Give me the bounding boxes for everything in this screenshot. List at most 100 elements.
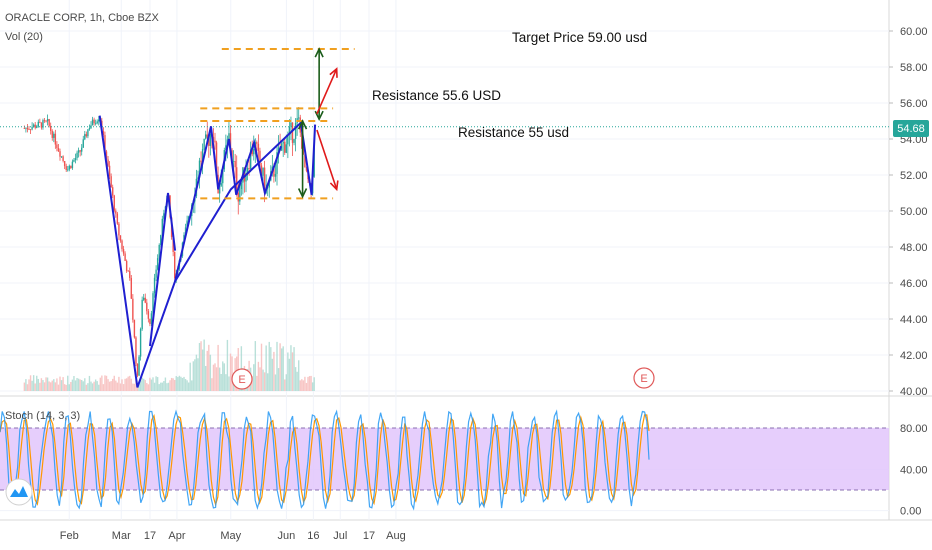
- volume-bar: [71, 379, 74, 391]
- volume-bar: [259, 367, 261, 391]
- volume-bar: [102, 384, 105, 391]
- volume-bar: [263, 372, 266, 391]
- volume-bar: [29, 375, 32, 391]
- candle-body: [115, 210, 117, 214]
- candle-body: [70, 165, 72, 169]
- candlesticks: [0, 107, 889, 378]
- volume-bar: [208, 344, 210, 391]
- candle-body: [136, 363, 139, 376]
- candle-body: [150, 313, 153, 324]
- candle-body: [209, 133, 212, 146]
- candle-body: [260, 165, 263, 176]
- pattern-overlay: [98, 47, 355, 388]
- candle-body: [73, 160, 75, 162]
- earnings-marker-mar[interactable]: E: [231, 368, 253, 390]
- volume-bar: [257, 361, 260, 391]
- tradingview-logo[interactable]: [5, 478, 33, 506]
- volume-bar: [279, 343, 281, 391]
- volume-bar: [205, 365, 207, 391]
- volume-bar: [40, 378, 43, 391]
- candle-body: [251, 149, 253, 155]
- candle-body: [127, 270, 129, 272]
- volume-bar: [56, 378, 58, 391]
- candle-body: [71, 161, 74, 169]
- volume-bar: [36, 375, 38, 391]
- candle-body: [94, 123, 97, 125]
- volume-bar: [305, 382, 308, 391]
- candle-body: [113, 195, 115, 211]
- volume-bar: [76, 377, 78, 391]
- volume-bar: [270, 347, 272, 391]
- volume-bar: [265, 345, 267, 391]
- candle-body: [218, 185, 221, 194]
- candle-body: [305, 167, 308, 171]
- volume-bar: [299, 380, 301, 391]
- volume-bar: [93, 381, 95, 391]
- volume-bar: [121, 379, 123, 391]
- candle-body: [282, 141, 284, 144]
- candle-body: [146, 302, 148, 312]
- volume-label: Vol (20): [5, 31, 43, 43]
- volume-bar: [132, 383, 134, 391]
- tradingview-logo-bg: [5, 478, 33, 506]
- volume-bar: [251, 376, 253, 391]
- volume-bar: [253, 364, 255, 391]
- volume-bar: [87, 383, 89, 391]
- pattern-line-zigzag: [174, 126, 282, 282]
- volume-bar: [141, 377, 143, 391]
- volume-bar: [84, 378, 86, 391]
- volume-bar: [74, 380, 77, 391]
- candle-body: [32, 124, 35, 127]
- volume-bar: [222, 361, 224, 391]
- candle-body: [197, 177, 199, 179]
- candle-body: [249, 149, 252, 169]
- earnings-marker-mar-circle: [231, 368, 253, 390]
- candle-body: [287, 134, 289, 145]
- volume-bar: [143, 378, 145, 391]
- volume-bar: [81, 379, 83, 391]
- volume-bar: [161, 382, 164, 391]
- volume-bar: [203, 339, 205, 391]
- candle-body: [236, 167, 238, 193]
- volume-bar: [194, 359, 196, 391]
- volume-bar: [218, 367, 221, 391]
- volume-bar: [155, 376, 157, 391]
- volume-bar: [90, 381, 92, 391]
- candle-body: [246, 167, 249, 173]
- price-tick-label: 50.00: [900, 206, 928, 218]
- candle-body: [220, 183, 222, 186]
- price-tick-label: 44.00: [900, 314, 928, 326]
- time-tick-label: 17: [144, 530, 156, 542]
- last-price-tag-bg: [893, 120, 929, 137]
- candle-body: [118, 223, 120, 236]
- volume-bar: [271, 358, 274, 391]
- candle-body: [57, 148, 60, 152]
- candle-body: [200, 160, 202, 162]
- annotation-resistance-55-6: Resistance 55.6 USD: [372, 88, 501, 103]
- volume-bar: [172, 378, 174, 391]
- tradingview-logo-icon: [10, 486, 28, 497]
- volume-bar: [65, 384, 67, 391]
- volume-bar: [43, 382, 46, 391]
- volume-bar: [135, 379, 137, 391]
- volume-bar: [23, 382, 26, 391]
- volume-bar: [268, 341, 270, 391]
- volume-bar: [153, 382, 156, 391]
- candle-body: [31, 126, 33, 130]
- volume-bar: [125, 378, 128, 391]
- volume-bar: [46, 377, 49, 391]
- volume-bar: [220, 373, 222, 391]
- pattern-line-main: [98, 115, 317, 388]
- candle-body: [158, 244, 160, 259]
- volume-bar: [124, 378, 126, 391]
- price-tick-label: 40.00: [900, 386, 928, 398]
- earnings-marker-jun[interactable]: E: [633, 367, 655, 389]
- volume-bar: [285, 374, 288, 391]
- bearish-arrow: [316, 129, 338, 190]
- volume-bar: [99, 377, 102, 391]
- volume-bar: [105, 375, 108, 391]
- volume-bar: [163, 381, 165, 391]
- candle-body: [262, 167, 264, 176]
- volume-bar: [158, 384, 160, 391]
- candle-body: [149, 318, 151, 324]
